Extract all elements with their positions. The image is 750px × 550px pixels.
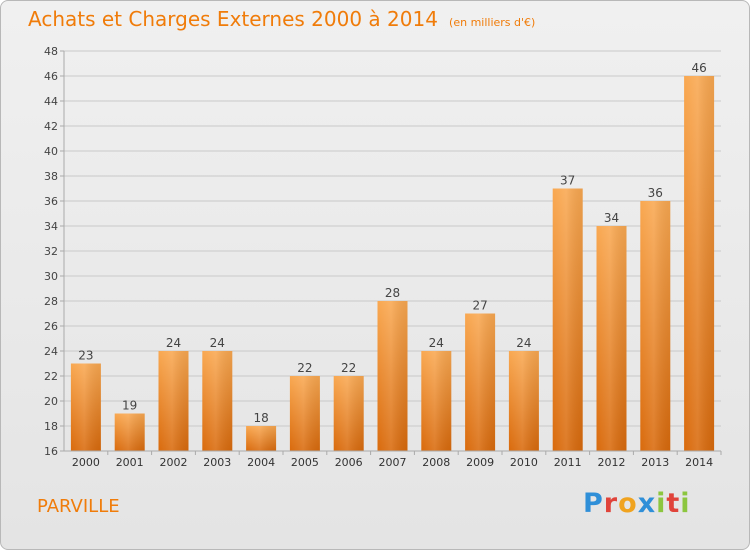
y-tick-label: 28 bbox=[44, 295, 58, 308]
chart-title: Achats et Charges Externes 2000 à 2014 (… bbox=[28, 7, 535, 31]
y-tick-label: 26 bbox=[44, 320, 58, 333]
x-axis-ticks: 2000 2001 2002 2003 2004 2005 2006 2007 2008 2009… bbox=[72, 451, 722, 469]
logo-letter: x bbox=[637, 488, 657, 519]
y-tick-label: 36 bbox=[44, 195, 58, 208]
x-tick-label: 2009 bbox=[466, 456, 494, 469]
data-label: 28 bbox=[385, 286, 400, 300]
chart-title-text: Achats et Charges Externes 2000 à 2014 bbox=[28, 7, 438, 31]
data-label: 19 bbox=[122, 399, 137, 413]
data-label: 34 bbox=[604, 211, 619, 225]
y-tick-label: 16 bbox=[44, 445, 58, 458]
data-label: 27 bbox=[472, 299, 487, 313]
data-label: 24 bbox=[166, 336, 181, 350]
bar-highlight bbox=[289, 376, 320, 451]
y-tick-label: 34 bbox=[44, 220, 58, 233]
y-tick-label: 24 bbox=[44, 345, 58, 358]
data-label: 22 bbox=[297, 361, 312, 375]
y-tick-label: 30 bbox=[44, 270, 58, 283]
data-label: 46 bbox=[691, 61, 706, 75]
data-label: 37 bbox=[560, 174, 575, 188]
x-tick-label: 2014 bbox=[685, 456, 713, 469]
y-tick-label: 18 bbox=[44, 420, 58, 433]
y-tick-label: 40 bbox=[44, 145, 58, 158]
x-tick-label: 2013 bbox=[641, 456, 669, 469]
y-tick-label: 32 bbox=[44, 245, 58, 258]
bar-highlight bbox=[552, 188, 583, 451]
data-label: 24 bbox=[429, 336, 444, 350]
town-name: PARVILLE bbox=[37, 496, 120, 517]
bar-highlight bbox=[70, 363, 101, 451]
data-label: 18 bbox=[253, 411, 268, 425]
logo-letter: o bbox=[618, 488, 638, 519]
x-tick-label: 2001 bbox=[116, 456, 144, 469]
proxiti-logo: Proxiti bbox=[583, 488, 691, 519]
y-tick-label: 44 bbox=[44, 95, 58, 108]
bar-highlight bbox=[465, 313, 496, 451]
bar-highlight bbox=[377, 301, 408, 451]
y-tick-label: 38 bbox=[44, 170, 58, 183]
x-tick-label: 2010 bbox=[510, 456, 538, 469]
logo-letter: P bbox=[583, 488, 604, 519]
y-tick-label: 22 bbox=[44, 370, 58, 383]
bar-highlight bbox=[333, 376, 364, 451]
x-tick-label: 2006 bbox=[335, 456, 363, 469]
x-tick-label: 2000 bbox=[72, 456, 100, 469]
data-label: 24 bbox=[516, 336, 531, 350]
logo-letter: r bbox=[603, 488, 619, 519]
bar-highlight bbox=[421, 351, 452, 451]
x-tick-label: 2012 bbox=[598, 456, 626, 469]
data-label: 36 bbox=[648, 186, 663, 200]
logo-letter: i bbox=[680, 488, 691, 519]
data-labels: 23 19 24 24 18 22 22 28 24 27 24 37 34 36 46 bbox=[78, 61, 706, 425]
bar-highlight bbox=[114, 413, 145, 451]
bar-highlight bbox=[640, 201, 671, 451]
x-tick-label: 2002 bbox=[160, 456, 188, 469]
logo-letter: t bbox=[666, 488, 681, 519]
x-tick-label: 2005 bbox=[291, 456, 319, 469]
bar-highlight bbox=[596, 226, 627, 451]
bar-highlight bbox=[158, 351, 189, 451]
bar-highlight bbox=[508, 351, 539, 451]
x-tick-label: 2004 bbox=[247, 456, 275, 469]
bars bbox=[70, 76, 715, 451]
y-tick-label: 20 bbox=[44, 395, 58, 408]
x-tick-label: 2007 bbox=[379, 456, 407, 469]
x-tick-label: 2003 bbox=[203, 456, 231, 469]
bar-highlight bbox=[684, 76, 715, 451]
data-label: 23 bbox=[78, 349, 93, 363]
y-tick-label: 42 bbox=[44, 120, 58, 133]
data-label: 24 bbox=[210, 336, 225, 350]
y-axis-ticks: 16 18 20 22 24 26 28 30 32 34 36 38 40 42 44 46 48 bbox=[44, 45, 64, 458]
y-tick-label: 46 bbox=[44, 70, 58, 83]
logo-letter: i bbox=[656, 488, 667, 519]
data-label: 22 bbox=[341, 361, 356, 375]
x-tick-label: 2008 bbox=[422, 456, 450, 469]
chart-subtitle: (en milliers d'€) bbox=[449, 16, 536, 29]
bar-highlight bbox=[202, 351, 233, 451]
y-tick-label: 48 bbox=[44, 45, 58, 58]
bar-highlight bbox=[246, 426, 277, 451]
x-tick-label: 2011 bbox=[554, 456, 582, 469]
